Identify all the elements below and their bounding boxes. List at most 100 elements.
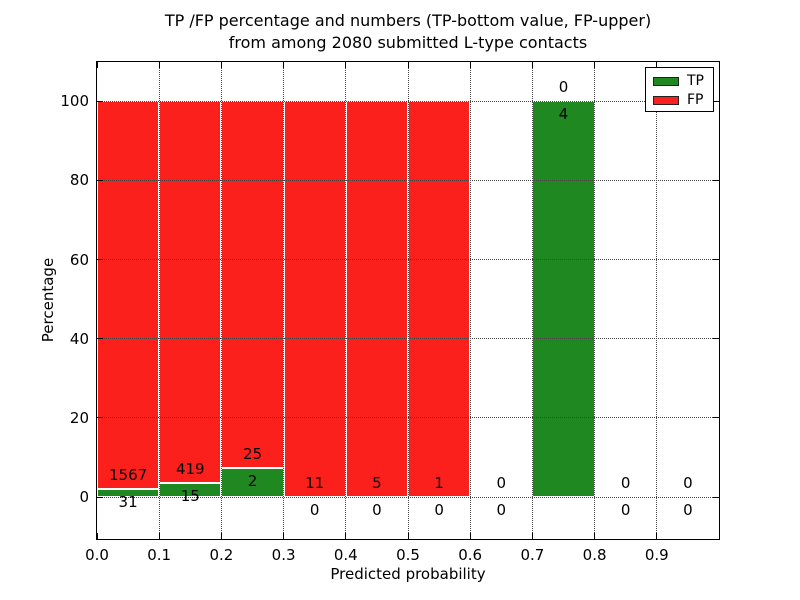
chart-title-line1: TP /FP percentage and numbers (TP-bottom… [164,11,652,30]
bar-segment-tp [159,483,222,498]
y-tick-mark-right [713,100,719,102]
bar-label-tp: 2 [247,471,258,490]
y-axis-label: Percentage [39,257,57,343]
gridline-vertical [220,62,222,539]
bar-label-tp: 0 [372,501,382,520]
x-tick-label: 0.4 [333,546,358,564]
x-tick-label: 0.2 [209,546,234,564]
x-tick-mark-top [220,62,222,68]
bar-label-fp: 5 [372,474,382,493]
legend-label-tp: TP [687,73,704,89]
bar-label-fp: 1567 [109,466,148,485]
y-tick-label: 100 [60,92,89,111]
bar-segment-tp [221,467,284,498]
x-tick-mark-bottom [283,533,285,539]
x-axis-label: Predicted probability [330,565,486,583]
bar-label-fp: 0 [683,474,693,493]
legend: TP FP [645,67,714,112]
x-tick-label: 0.5 [396,546,420,564]
bar-segment-fp [221,101,284,468]
bar-label-tp: 4 [558,105,569,124]
x-tick-label: 0.9 [644,546,669,564]
legend-swatch-fp-icon [653,96,679,105]
bar-label-fp: 0 [558,78,569,97]
plot-area [96,61,720,540]
y-tick-label: 40 [69,329,89,348]
x-tick-label: 0.6 [458,546,483,564]
x-tick-label: 0.3 [271,546,296,564]
x-tick-mark-top [345,62,347,68]
bar-label-fp: 419 [175,460,205,479]
gridline-horizontal [97,496,719,498]
legend-entry-tp: TP [646,72,713,91]
y-tick-mark-left [97,259,103,261]
x-tick-label: 0.8 [582,546,607,564]
legend-swatch-tp-icon [653,77,679,86]
bar-segment-fp [408,101,471,498]
x-tick-mark-bottom [656,533,658,539]
bar-segment-fp [159,101,222,484]
bar-label-tp: 31 [118,493,138,512]
bar-label-tp: 15 [180,487,200,506]
x-tick-mark-bottom [469,533,471,539]
y-tick-mark-right [713,496,719,498]
x-tick-mark-top [469,62,471,68]
gridline-horizontal [97,417,719,419]
gridline-vertical [594,62,596,539]
y-tick-mark-left [97,496,103,498]
y-tick-mark-right [713,338,719,340]
gridline-horizontal [97,179,719,181]
gridline-vertical [283,62,285,539]
bar-label-tp: 0 [620,501,631,520]
x-tick-mark-bottom [345,533,347,539]
y-tick-label: 80 [69,171,89,190]
gridline-horizontal [97,100,719,102]
y-tick-mark-right [713,259,719,261]
gridline-vertical [531,62,533,539]
gridline-horizontal [97,259,719,261]
gridline-vertical [407,62,409,539]
x-tick-mark-bottom [407,533,409,539]
y-tick-mark-left [97,100,103,102]
legend-entry-fp: FP [646,91,713,110]
gridline-horizontal [97,338,719,340]
bar-label-tp: 0 [309,501,320,520]
x-tick-mark-top [96,62,98,68]
gridline-vertical [469,62,471,539]
x-tick-mark-bottom [96,533,98,539]
legend-label-fp: FP [687,92,704,108]
bar-label-fp: 11 [305,474,325,493]
bar-label-tp: 0 [496,501,507,520]
y-tick-mark-left [97,179,103,181]
x-tick-mark-top [407,62,409,68]
y-tick-mark-left [97,417,103,419]
y-tick-mark-right [713,417,719,419]
bar-segment-tp [532,101,595,498]
x-tick-mark-top [283,62,285,68]
gridline-vertical [345,62,347,539]
y-tick-label: 20 [69,408,89,427]
bar-label-fp: 25 [242,444,263,463]
x-tick-label: 0.0 [85,546,109,564]
bar-label-fp: 1 [434,474,444,493]
bar-segment-fp [283,101,346,498]
gridline-vertical [656,62,658,539]
x-tick-mark-bottom [158,533,160,539]
y-tick-mark-left [97,338,103,340]
bar-label-fp: 0 [620,474,631,493]
x-tick-label: 0.1 [147,546,172,564]
x-tick-mark-top [656,62,658,68]
y-tick-mark-right [713,179,719,181]
chart-title-line2: from among 2080 submitted L-type contact… [228,33,588,52]
x-tick-label: 0.7 [520,546,545,564]
y-tick-label: 0 [79,488,89,507]
bar-segment-fp [345,101,408,498]
x-tick-mark-top [594,62,596,68]
x-tick-mark-top [531,62,533,68]
x-tick-mark-bottom [531,533,533,539]
x-tick-mark-bottom [220,533,222,539]
y-tick-label: 60 [69,250,89,269]
x-tick-mark-bottom [594,533,596,539]
x-tick-mark-top [158,62,160,68]
